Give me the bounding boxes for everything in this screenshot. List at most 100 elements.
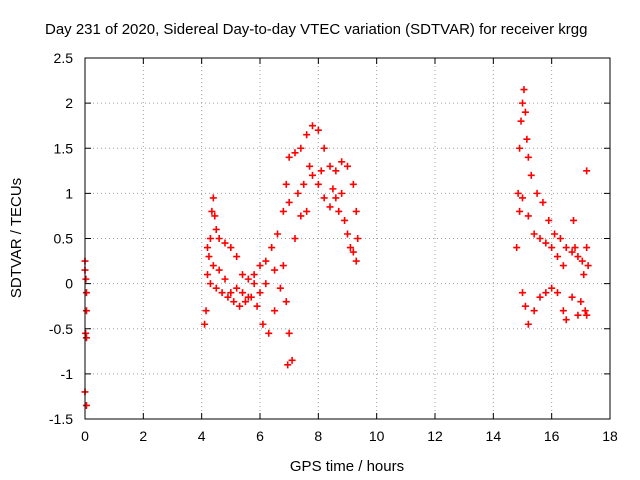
data-point [314, 180, 322, 188]
data-point [233, 253, 241, 261]
data-point [583, 311, 591, 319]
data-point [209, 194, 217, 202]
data-point [530, 307, 538, 315]
data-point [224, 293, 232, 301]
data-point [568, 248, 576, 256]
data-point [82, 289, 90, 297]
data-point [514, 189, 522, 197]
data-point [285, 198, 293, 206]
data-point [82, 275, 90, 283]
data-point [262, 280, 270, 288]
data-point [82, 401, 90, 409]
data-point [230, 298, 238, 306]
data-point [262, 257, 270, 265]
data-point [574, 253, 582, 261]
data-point [279, 207, 287, 215]
data-point [221, 239, 229, 247]
data-point [208, 207, 216, 215]
data-point [279, 262, 287, 270]
data-point [303, 207, 311, 215]
data-point [271, 266, 279, 274]
data-point [201, 320, 209, 328]
data-point [82, 329, 90, 337]
data-point [221, 275, 229, 283]
data-point [284, 361, 292, 369]
y-axis-label: SDTVAR / TECUs [8, 178, 25, 298]
data-point [297, 144, 305, 152]
data-point [211, 212, 219, 220]
data-point [352, 207, 360, 215]
x-tick-label: 8 [314, 428, 322, 444]
data-point [209, 262, 217, 270]
data-point [227, 244, 235, 252]
data-point [527, 171, 535, 179]
data-point [513, 244, 521, 252]
data-point [309, 122, 316, 130]
data-point [559, 262, 567, 270]
data-point [344, 230, 351, 238]
data-point [314, 126, 322, 134]
data-point [559, 307, 567, 315]
data-point [274, 230, 281, 238]
data-point [581, 307, 589, 315]
data-point [291, 149, 299, 157]
data-point [82, 334, 90, 342]
data-point [241, 298, 249, 306]
data-point [297, 212, 305, 220]
data-point [285, 329, 293, 337]
grid-lines [85, 58, 610, 419]
data-point [533, 189, 541, 197]
data-point [320, 194, 328, 202]
data-point [244, 275, 252, 283]
y-tick-label: -0.5 [49, 321, 73, 337]
data-point [204, 271, 211, 279]
data-point [320, 144, 328, 152]
y-tick-label: 1.5 [54, 140, 74, 156]
data-point [349, 180, 357, 188]
data-point [562, 244, 570, 252]
data-point [346, 244, 354, 252]
data-point [521, 108, 529, 116]
data-point [282, 180, 290, 188]
data-point [578, 257, 586, 265]
data-point [326, 162, 334, 170]
data-point [519, 194, 526, 202]
data-point [271, 307, 279, 315]
y-tick-label: -1 [61, 366, 74, 382]
y-tick-label: -1.5 [49, 411, 73, 427]
x-tick-label: 10 [369, 428, 385, 444]
x-tick-label: 4 [198, 428, 206, 444]
data-point [517, 117, 525, 125]
data-point [556, 235, 564, 242]
y-tick-label: 1 [65, 185, 73, 201]
data-point [265, 329, 273, 337]
data-point [259, 320, 267, 328]
data-point [548, 244, 556, 252]
data-point [335, 207, 343, 215]
data-point [519, 289, 526, 297]
data-point [577, 298, 585, 306]
data-point [554, 253, 561, 261]
data-point [309, 171, 316, 179]
data-point [204, 244, 211, 252]
data-point [256, 262, 264, 270]
data-point [212, 225, 220, 233]
data-point [288, 356, 296, 364]
data-point [545, 216, 553, 224]
data-point [344, 162, 351, 170]
data-point [291, 235, 299, 242]
data-point [233, 284, 241, 292]
data-point [282, 298, 290, 306]
chart-title: Day 231 of 2020, Sidereal Day-to-day VTE… [45, 21, 587, 38]
data-point [239, 271, 246, 279]
data-point [303, 131, 311, 139]
y-tick-label: 0 [65, 276, 73, 292]
data-point [524, 320, 532, 328]
data-point [536, 235, 544, 242]
data-point [338, 189, 346, 197]
data-point [329, 185, 337, 193]
data-point [583, 167, 591, 175]
data-point [332, 194, 340, 202]
data-point [205, 253, 213, 261]
